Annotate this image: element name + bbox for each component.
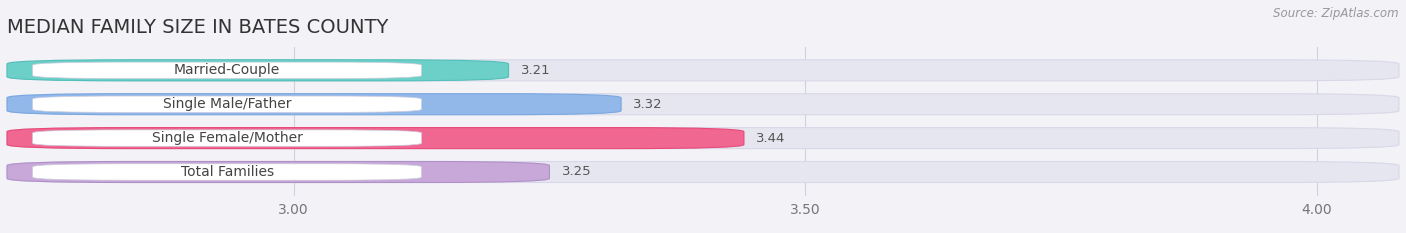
- Text: Single Female/Mother: Single Female/Mother: [152, 131, 302, 145]
- FancyBboxPatch shape: [7, 60, 1399, 81]
- FancyBboxPatch shape: [7, 94, 1399, 115]
- Text: 3.44: 3.44: [756, 132, 786, 145]
- FancyBboxPatch shape: [7, 94, 621, 115]
- Text: Source: ZipAtlas.com: Source: ZipAtlas.com: [1274, 7, 1399, 20]
- Text: Single Male/Father: Single Male/Father: [163, 97, 291, 111]
- FancyBboxPatch shape: [32, 96, 422, 112]
- FancyBboxPatch shape: [7, 128, 1399, 149]
- Text: 3.21: 3.21: [520, 64, 550, 77]
- FancyBboxPatch shape: [32, 130, 422, 146]
- FancyBboxPatch shape: [7, 161, 1399, 182]
- Text: 3.32: 3.32: [633, 98, 664, 111]
- FancyBboxPatch shape: [32, 164, 422, 180]
- Text: Married-Couple: Married-Couple: [174, 63, 280, 77]
- FancyBboxPatch shape: [7, 60, 509, 81]
- Text: Total Families: Total Families: [180, 165, 274, 179]
- FancyBboxPatch shape: [32, 62, 422, 79]
- FancyBboxPatch shape: [7, 128, 744, 149]
- FancyBboxPatch shape: [7, 161, 550, 182]
- Text: MEDIAN FAMILY SIZE IN BATES COUNTY: MEDIAN FAMILY SIZE IN BATES COUNTY: [7, 18, 388, 37]
- Text: 3.25: 3.25: [562, 165, 592, 178]
